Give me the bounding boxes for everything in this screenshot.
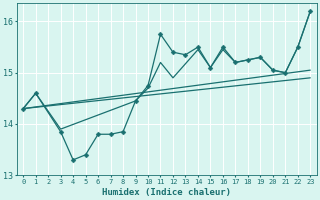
- X-axis label: Humidex (Indice chaleur): Humidex (Indice chaleur): [102, 188, 231, 197]
